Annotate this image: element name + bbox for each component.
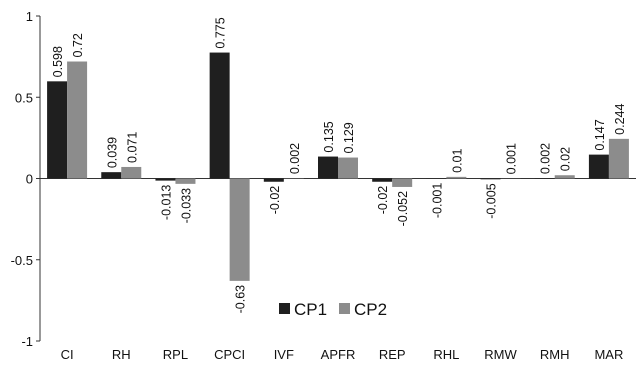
x-tick-label: RHL xyxy=(433,347,459,362)
data-labels: 0.598 0.039 -0.013 0.775 -0.02 0.135 -0.02 -0.0… xyxy=(51,17,627,313)
y-axis: 1 0.5 0 -0.5 -1 xyxy=(11,9,41,349)
bar-cp1-ci xyxy=(47,81,68,179)
bar-cp1-mar xyxy=(588,154,609,179)
bar-cp2-rpl xyxy=(175,178,196,184)
data-label-cp1: 0.002 xyxy=(539,143,553,174)
data-label-cp2: 0.002 xyxy=(288,143,302,174)
data-label-cp2: 0.071 xyxy=(125,132,139,163)
x-tick-label: RH xyxy=(112,347,131,362)
bar-cp1-rmw xyxy=(480,178,501,180)
data-label-cp1: 0.775 xyxy=(214,17,228,48)
data-label-cp1: 0.135 xyxy=(322,121,336,152)
data-label-cp2: 0.129 xyxy=(342,122,356,153)
y-tick-label: 1 xyxy=(26,9,33,24)
y-tick-label: 0.5 xyxy=(15,90,33,105)
data-label-cp1: -0.005 xyxy=(485,183,499,218)
legend-label-cp1: CP1 xyxy=(294,300,327,319)
data-label-cp2: 0.01 xyxy=(450,148,464,172)
x-tick-label: CI xyxy=(61,347,74,362)
x-tick-label: RPL xyxy=(163,347,188,362)
y-tick-label: -1 xyxy=(21,334,33,349)
y-tick-label: 0 xyxy=(26,172,33,187)
bar-cp2-rh xyxy=(121,166,142,179)
data-label-cp2: -0.052 xyxy=(396,191,410,226)
data-label-cp1: 0.039 xyxy=(105,137,119,168)
bars xyxy=(47,52,629,281)
legend: CP1 CP2 xyxy=(279,300,387,319)
bar-cp2-rhl xyxy=(446,176,467,179)
data-label-cp2: 0.72 xyxy=(71,33,85,57)
x-tick-label: CPCI xyxy=(214,347,245,362)
bar-cp1-cpci xyxy=(209,52,230,179)
bar-cp2-mar xyxy=(608,138,629,179)
bar-cp1-rpl xyxy=(155,178,176,181)
y-tick-label: -0.5 xyxy=(11,253,33,268)
bar-cp2-cpci xyxy=(229,178,250,281)
data-label-cp1: 0.598 xyxy=(51,46,65,77)
x-tick-label: APFR xyxy=(321,347,356,362)
data-label-cp2: 0.244 xyxy=(613,104,627,135)
x-tick-label: RMW xyxy=(484,347,517,362)
bar-cp2-rmh xyxy=(554,175,575,179)
x-tick-label: IVF xyxy=(274,347,294,362)
x-tick-label: RMH xyxy=(540,347,570,362)
data-label-cp1: -0.001 xyxy=(430,183,444,218)
data-label-cp1: -0.02 xyxy=(268,186,282,215)
bar-cp2-apfr xyxy=(338,157,358,179)
legend-swatch-cp2 xyxy=(339,303,350,314)
data-label-cp1: -0.013 xyxy=(159,185,173,220)
legend-label-cp2: CP2 xyxy=(354,300,387,319)
data-label-cp1: 0.147 xyxy=(593,119,607,150)
x-axis: CI RH RPL CPCI IVF APFR REP RHL RMW RMH MAR xyxy=(40,178,636,362)
data-label-cp2: 0.001 xyxy=(505,143,519,174)
bar-cp1-rh xyxy=(101,172,122,179)
bar-cp1-rep xyxy=(372,178,393,182)
bar-cp1-ivf xyxy=(263,178,284,182)
data-label-cp1: -0.02 xyxy=(376,186,390,215)
data-label-cp2: 0.02 xyxy=(559,147,573,171)
bar-cp1-apfr xyxy=(318,156,338,179)
x-tick-label: MAR xyxy=(594,347,623,362)
bar-cp2-ci xyxy=(67,61,88,179)
data-label-cp2: -0.63 xyxy=(234,285,248,314)
bar-cp2-rep xyxy=(392,178,413,187)
legend-swatch-cp1 xyxy=(279,303,290,314)
data-label-cp2: -0.033 xyxy=(179,188,193,223)
x-tick-label: REP xyxy=(379,347,406,362)
